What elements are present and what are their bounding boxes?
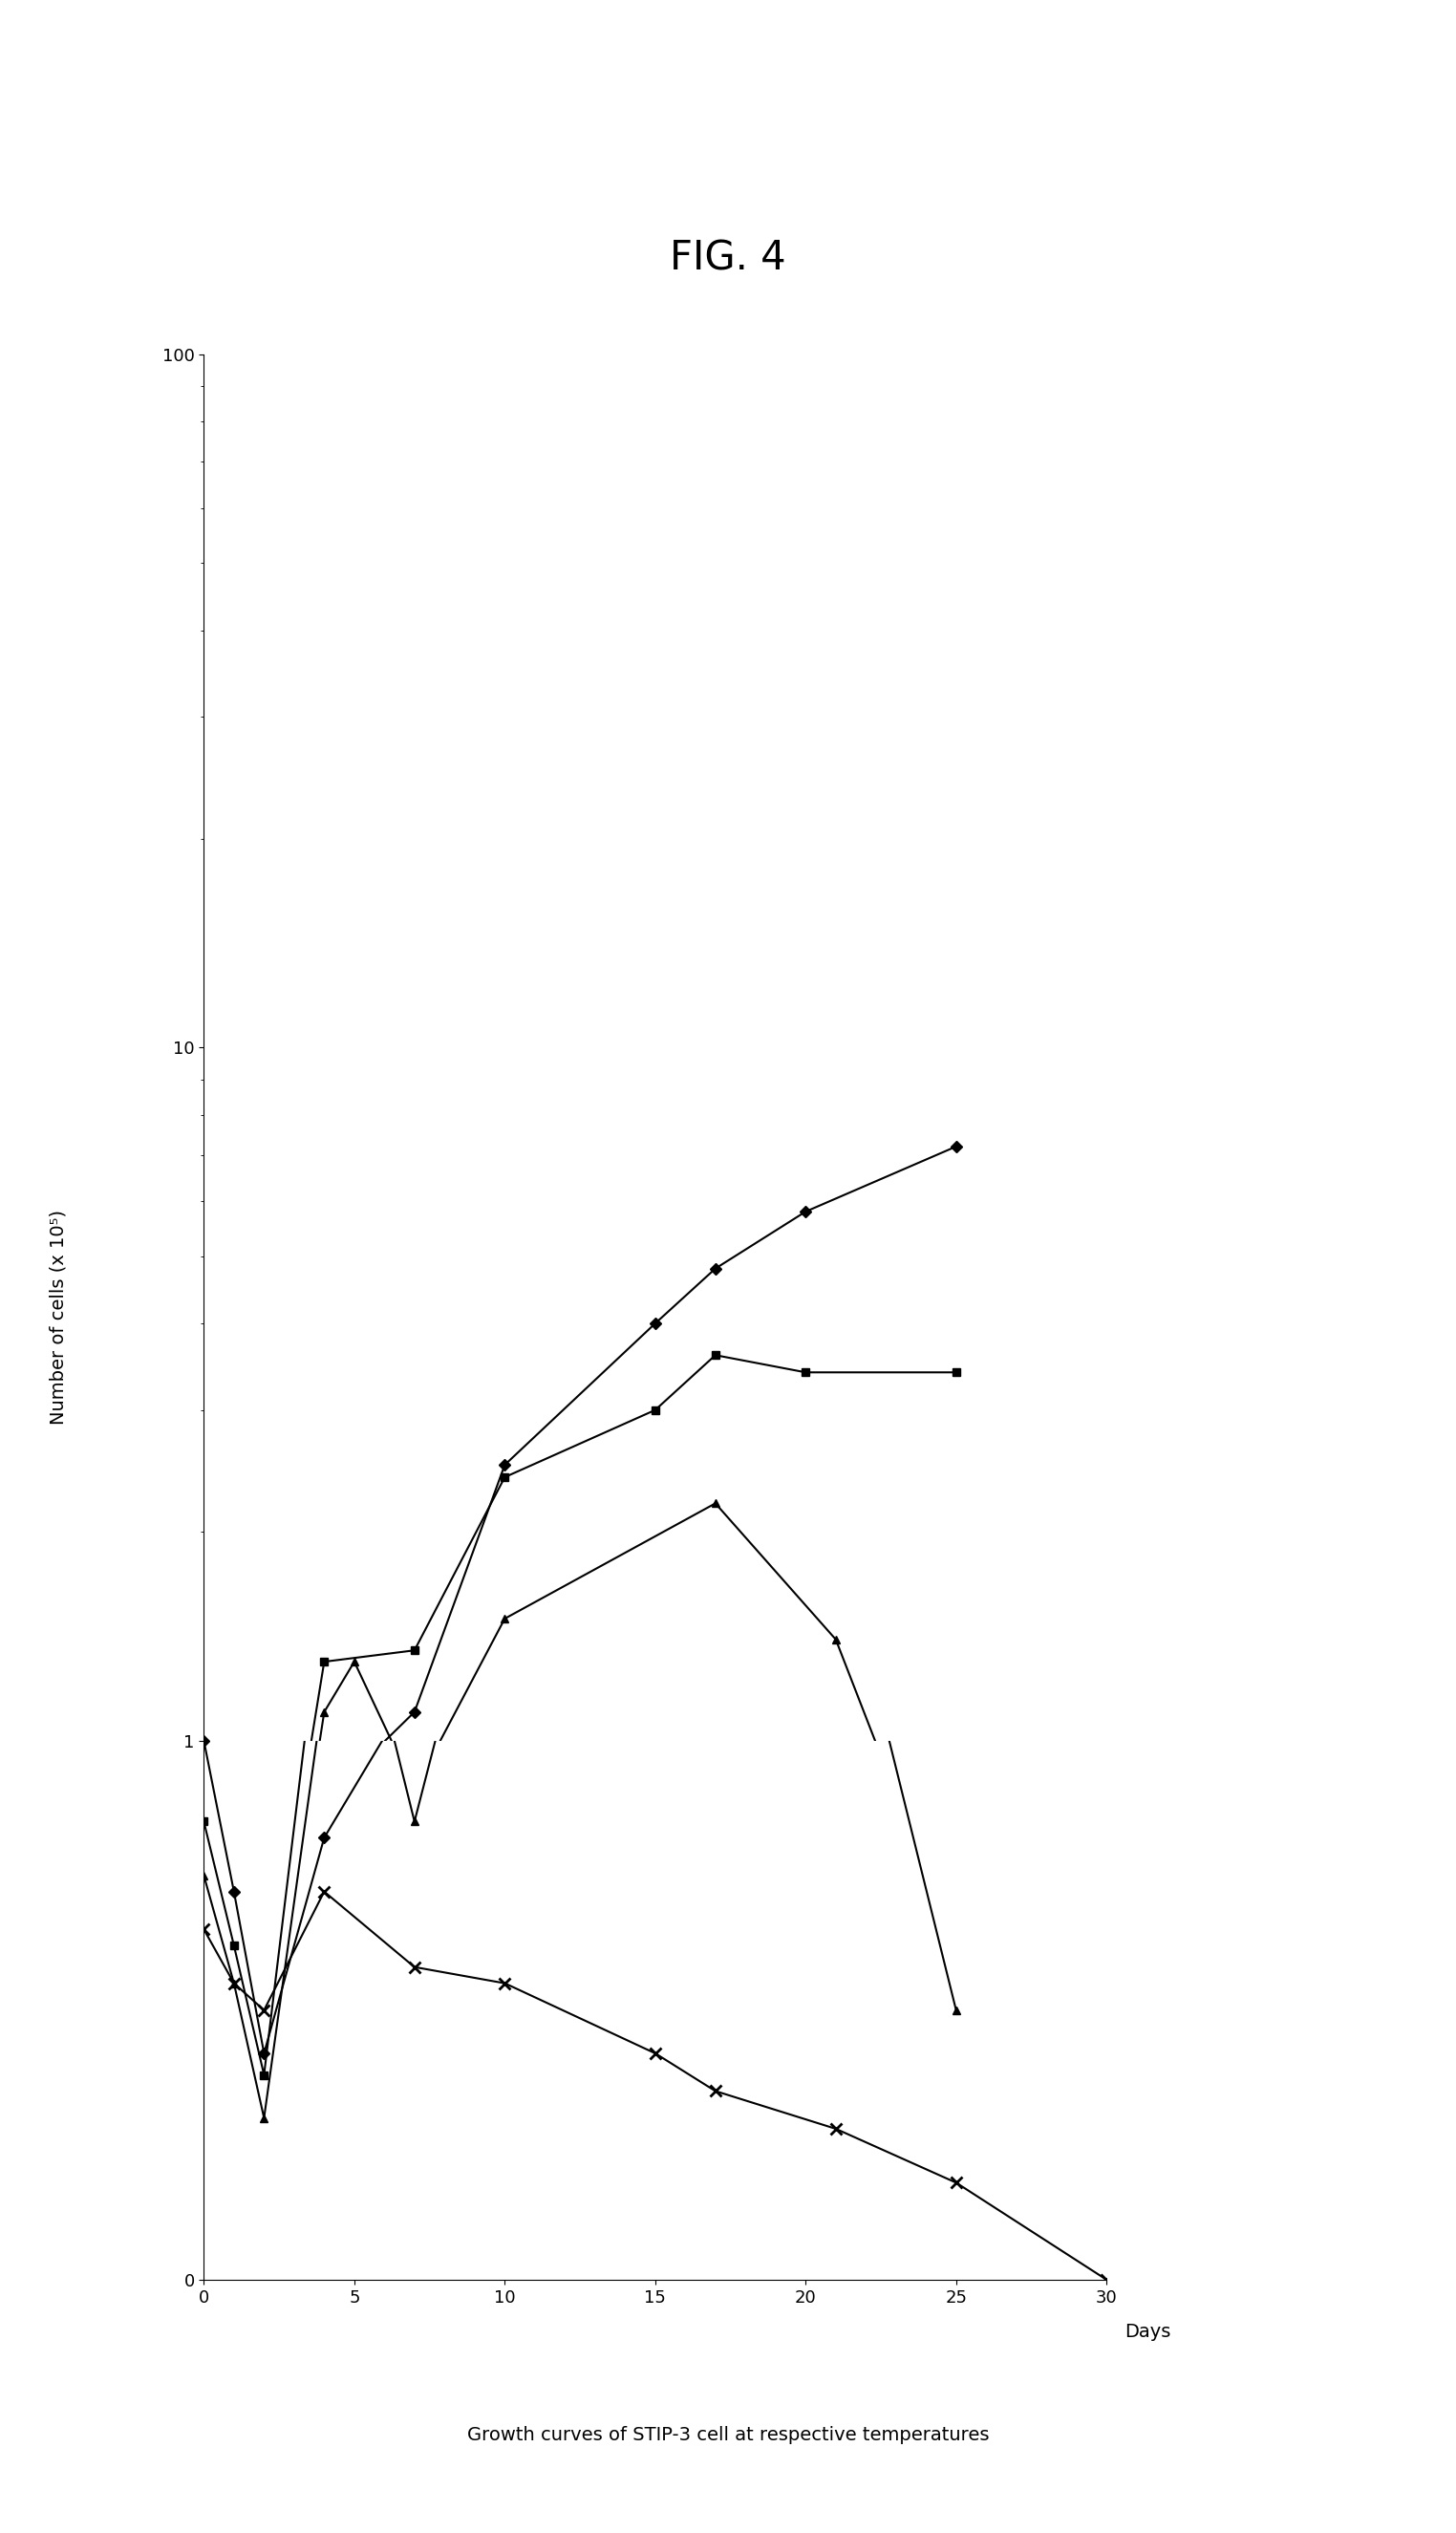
32°C <box>255 1935 272 1966</box>
30°C <box>345 1646 363 1677</box>
32°C <box>226 1905 243 1935</box>
15°C <box>316 1786 333 1816</box>
30°C <box>226 1905 243 1935</box>
Line: 15°C: 15°C <box>199 1142 960 2006</box>
15°C <box>948 1132 965 1163</box>
30°C <box>255 2087 272 2118</box>
20°C <box>706 1340 724 1370</box>
20°C <box>406 1636 424 1667</box>
20°C <box>195 1776 213 1806</box>
Line: 20°C: 20°C <box>199 1350 960 2037</box>
15°C <box>195 1725 213 1755</box>
20°C <box>316 1646 333 1677</box>
32°C <box>646 1986 664 2016</box>
Text: FIG. 4: FIG. 4 <box>670 238 786 279</box>
32°C <box>706 2042 724 2072</box>
Line: 32°C: 32°C <box>198 1834 1112 2533</box>
Line: 30°C: 30°C <box>199 1500 960 2107</box>
15°C <box>255 1986 272 2016</box>
20°C <box>796 1358 814 1388</box>
15°C <box>646 1307 664 1337</box>
Text: Days: Days <box>1124 2323 1171 2340</box>
30°C <box>316 1697 333 1728</box>
30°C <box>496 1603 514 1634</box>
20°C <box>948 1358 965 1388</box>
32°C <box>827 2107 844 2138</box>
15°C <box>406 1697 424 1728</box>
30°C <box>406 1776 424 1806</box>
32°C <box>496 1905 514 1935</box>
30°C <box>827 1624 844 1654</box>
20°C <box>496 1462 514 1492</box>
32°C <box>948 2242 965 2272</box>
15°C <box>496 1449 514 1479</box>
30°C <box>195 1811 213 1841</box>
30°C <box>706 1489 724 1520</box>
32°C <box>406 1890 424 1920</box>
Text: Number of cells (x 10⁵): Number of cells (x 10⁵) <box>50 1211 67 1424</box>
30°C <box>948 1935 965 1966</box>
20°C <box>255 2016 272 2047</box>
Text: Growth curves of STIP-3 cell at respective temperatures: Growth curves of STIP-3 cell at respecti… <box>467 2427 989 2444</box>
15°C <box>226 1824 243 1854</box>
15°C <box>796 1196 814 1226</box>
15°C <box>706 1254 724 1284</box>
20°C <box>646 1396 664 1426</box>
32°C <box>195 1854 213 1885</box>
32°C <box>316 1824 333 1854</box>
20°C <box>226 1869 243 1900</box>
